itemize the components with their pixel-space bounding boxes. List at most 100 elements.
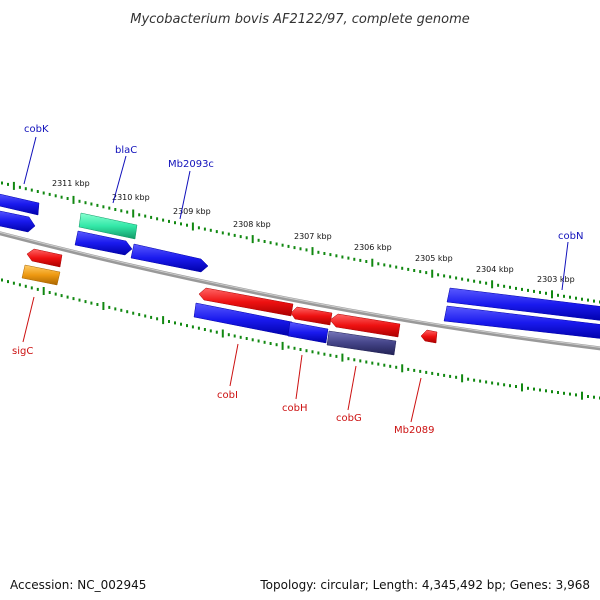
tick-major [221,329,224,338]
gene-cobH-lower[interactable] [287,321,329,344]
genome-backbone-highlight [0,231,600,348]
tick-minor [197,226,200,230]
tick-minor [491,381,494,385]
gene-forward-left-2[interactable] [0,210,36,233]
tick-label-2305: 2305 kbp [415,254,453,263]
tick-minor [42,191,45,195]
tick-minor [78,298,81,302]
tick-minor [156,317,159,321]
gene-cobG-pseudo[interactable] [326,330,397,356]
tick-label-2310: 2310 kbp [112,193,150,202]
tick-minor [449,374,452,378]
tick-minor [569,295,571,299]
tick-minor [197,326,200,330]
label-cobN[interactable]: cobN [558,231,583,242]
label-Mb2089[interactable]: Mb2089 [394,425,434,436]
tick-minor [24,284,27,288]
label-cobG[interactable]: cobG [336,413,362,424]
tick-minor [150,315,153,319]
label-Mb2093c[interactable]: Mb2093c [168,159,214,170]
tick-minor [347,256,350,260]
tick-minor [120,308,123,312]
tick-minor [1,278,3,282]
tick-minor [186,324,188,328]
tick-minor [299,348,302,351]
tick-minor [581,297,583,301]
gene-forward-right-2[interactable] [443,305,600,339]
gene-sigC[interactable] [21,264,61,286]
gene-Mb2093c[interactable] [130,243,209,273]
tick-major [311,247,314,256]
tick-minor [257,238,260,242]
tick-marks-lower [1,278,600,400]
tick-minor [203,227,206,231]
tick-minor [84,300,87,304]
tick-minor [66,295,69,299]
tick-major [281,341,284,350]
tick-minor [563,391,565,395]
label-blaC[interactable]: blaC [115,145,137,156]
gene-cobI-upper[interactable] [198,287,294,317]
tick-minor [413,368,416,372]
tick-minor [126,210,129,214]
gene-cobH[interactable] [290,306,333,326]
gene-cobN[interactable] [446,287,600,321]
tick-minor [138,213,141,217]
tick-minor [162,218,165,222]
tick-major [431,269,434,278]
tick-minor [383,263,386,267]
tick-minor [533,387,535,391]
gene-reverse-small-left[interactable] [26,248,63,268]
tick-label-2303: 2303 kbp [537,275,575,284]
tick-minor [371,361,374,365]
tick-minor [479,280,482,284]
tick-major [12,181,15,190]
tick-minor [227,333,230,337]
tick-minor [102,205,105,209]
gene-cobG[interactable] [329,313,401,338]
accession-text: Accession: NC_002945 [10,578,147,592]
tick-minor [383,363,386,367]
tick-minor [593,299,595,303]
tick-minor [521,287,523,291]
tick-minor [329,353,332,357]
tick-minor [359,258,362,262]
tick-minor [138,313,141,317]
tick-minor [365,360,368,364]
leader-cobK [23,136,37,185]
tick-minor [48,291,51,294]
tick-minor [323,252,326,255]
label-cobK[interactable]: cobK [24,124,49,135]
tick-minor [347,357,350,361]
tick-minor [239,335,242,339]
gene-forward-mid-1[interactable] [74,230,133,256]
tick-minor [48,192,51,196]
tick-minor [575,296,577,300]
tick-minor [54,194,57,198]
tick-minor [287,244,290,248]
gene-Mb2089[interactable] [420,329,438,344]
tick-minor [180,222,182,226]
tick-minor [1,181,3,185]
tick-minor [180,322,182,326]
tick-minor [503,383,506,387]
tick-minor [84,201,87,205]
tick-major [401,364,404,373]
tick-minor [233,233,236,237]
gene-blaC[interactable] [78,212,138,240]
label-cobI[interactable]: cobI [217,390,238,401]
tick-minor [287,345,290,349]
tick-minor [503,284,506,288]
tick-minor [563,294,565,298]
tick-minor [233,334,236,338]
label-cobH[interactable]: cobH [282,403,307,414]
tick-minor [467,278,470,282]
tick-minor [257,339,260,343]
tick-major [251,235,254,244]
tick-major [491,280,494,289]
tick-major [581,391,583,400]
label-sigC[interactable]: sigC [12,346,33,357]
tick-minor [509,384,511,388]
tick-minor [12,281,15,285]
gene-cobK[interactable] [0,193,40,216]
